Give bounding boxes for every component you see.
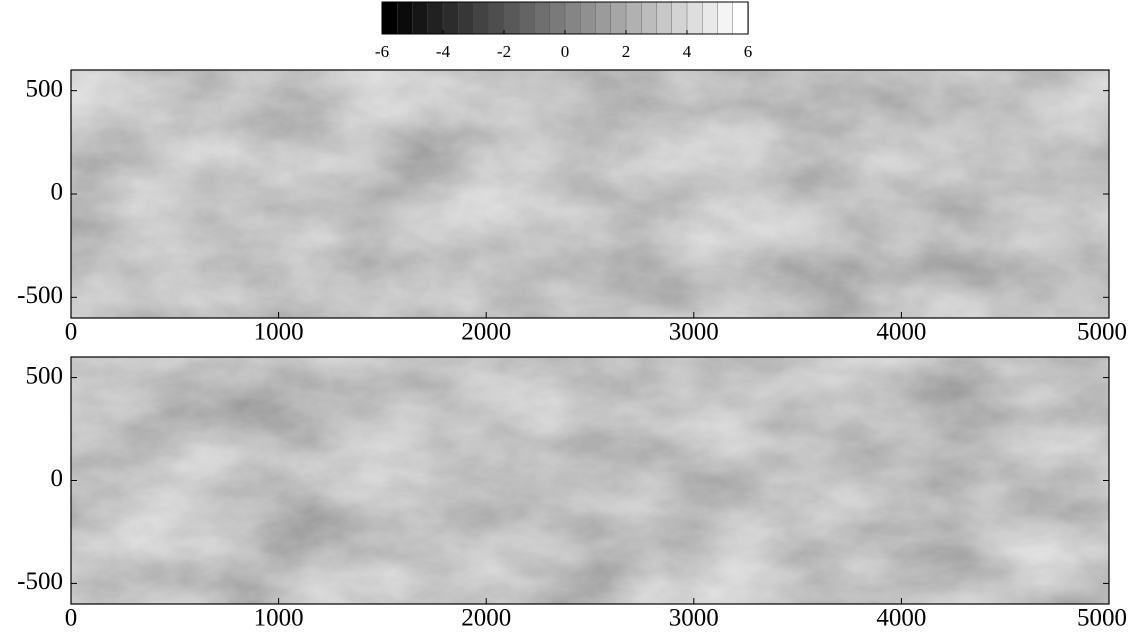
- y-tick-label: 500: [26, 362, 64, 389]
- colorbar-band: [427, 1, 444, 35]
- colorbar-tick-label: -6: [375, 42, 389, 61]
- colorbar-band: [442, 1, 459, 35]
- x-tick-label: 2000: [461, 605, 511, 632]
- colorbar-band: [656, 1, 673, 35]
- x-tick-label: 5000: [1077, 319, 1127, 346]
- colorbar-tick-label: -4: [436, 42, 451, 61]
- field: [71, 357, 1109, 604]
- x-tick-label: 0: [65, 605, 78, 632]
- y-tick-label: -500: [17, 568, 63, 595]
- colorbar-band: [473, 1, 490, 35]
- colorbar-band: [458, 1, 475, 35]
- x-tick-label: 4000: [876, 605, 926, 632]
- colorbar-band: [397, 1, 414, 35]
- y-tick-label: 0: [51, 465, 64, 492]
- colorbar-band: [625, 1, 642, 35]
- x-tick-label: 1000: [254, 319, 304, 346]
- colorbar-band: [702, 1, 719, 35]
- x-tick-label: 4000: [876, 319, 926, 346]
- colorbar-band: [595, 1, 612, 35]
- y-tick-label: 500: [26, 75, 64, 102]
- colorbar-band: [732, 1, 749, 35]
- colorbar-band: [564, 1, 581, 35]
- colorbar-band: [686, 1, 703, 35]
- x-tick-label: 2000: [461, 319, 511, 346]
- x-tick-label: 1000: [254, 605, 304, 632]
- x-tick-label: 3000: [669, 319, 719, 346]
- colorbar-tick-label: 6: [744, 42, 753, 61]
- colorbar-tick-label: 2: [622, 42, 631, 61]
- colorbar-band: [412, 1, 429, 35]
- y-tick-label: 0: [51, 179, 64, 206]
- colorbar-band: [671, 1, 688, 35]
- colorbar-band: [503, 1, 520, 35]
- colorbar-tick-label: -2: [497, 42, 511, 61]
- colorbar-band: [641, 1, 658, 35]
- colorbar-band: [610, 1, 627, 35]
- colorbar-tick-label: 4: [683, 42, 692, 61]
- colorbar-band: [717, 1, 734, 35]
- colorbar-band: [488, 1, 505, 35]
- x-tick-label: 0: [65, 319, 78, 346]
- colorbar-band: [381, 1, 398, 35]
- colorbar-tick-label: 0: [561, 42, 570, 61]
- y-tick-label: -500: [17, 282, 63, 309]
- colorbar-band: [580, 1, 597, 35]
- x-tick-label: 3000: [669, 605, 719, 632]
- x-tick-label: 5000: [1077, 605, 1127, 632]
- colorbar-band: [534, 1, 551, 35]
- colorbar-band: [519, 1, 536, 35]
- field: [71, 70, 1109, 318]
- colorbar-band: [549, 1, 566, 35]
